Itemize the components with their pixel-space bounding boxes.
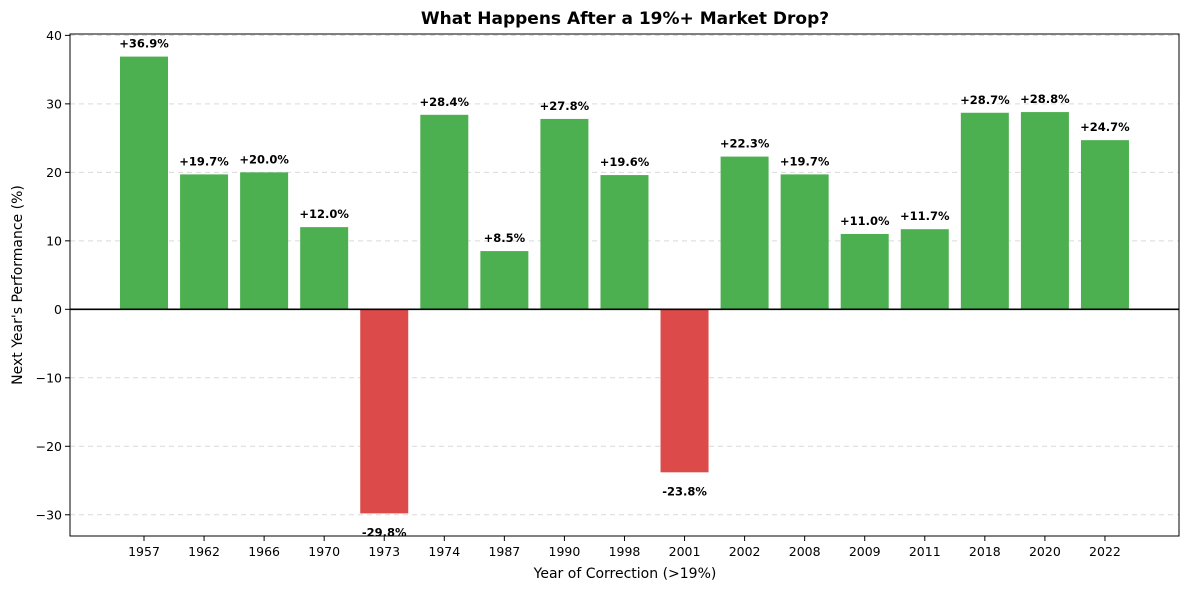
y-tick-label: 20 — [46, 165, 62, 180]
x-tick-label-2002: 2002 — [729, 544, 761, 559]
data-label-1990: +27.8% — [540, 99, 590, 113]
data-label-1962: +19.7% — [179, 154, 229, 168]
data-label-1998: +19.6% — [600, 155, 650, 169]
axes: −30 −20 −10 0 10 20 30 40 1957 1962 1966 1970 1973 19… — [36, 28, 1180, 559]
x-tick-label-1966: 1966 — [248, 544, 280, 559]
x-tick-label-1987: 1987 — [488, 544, 520, 559]
data-label-1974: +28.4% — [420, 95, 470, 109]
x-tick-label-1957: 1957 — [128, 544, 160, 559]
data-label-2011: +11.7% — [900, 209, 950, 223]
bar-1970 — [300, 227, 349, 310]
bar-1962 — [180, 174, 229, 310]
bar-2008 — [780, 174, 829, 310]
data-label-2009: +11.0% — [840, 214, 890, 228]
data-label-1957: +36.9% — [119, 37, 169, 51]
data-labels: +36.9%+19.7% +20.0%+12.0%-29.8%+28.4%+8.5… — [119, 37, 1130, 540]
x-tick-label-1973: 1973 — [368, 544, 400, 559]
y-tick-label: −20 — [36, 439, 62, 454]
bar-1990 — [540, 118, 589, 310]
y-tick-label: −10 — [36, 370, 62, 385]
data-label-2002: +22.3% — [720, 137, 770, 151]
data-label-2020: +28.8% — [1020, 92, 1070, 106]
x-tick-label-1962: 1962 — [188, 544, 220, 559]
y-tick-label: 30 — [46, 96, 62, 111]
bar-2001 — [660, 309, 709, 473]
y-axis-label: Next Year's Performance (%) — [10, 185, 26, 385]
data-label-2018: +28.7% — [960, 93, 1010, 107]
bar-1966 — [240, 172, 289, 310]
y-tick-label: 40 — [46, 28, 62, 43]
bar-1957 — [120, 56, 168, 310]
chart-title: What Happens After a 19%+ Market Drop? — [421, 9, 829, 29]
bar-2020 — [1020, 112, 1069, 310]
data-label-2001: -23.8% — [662, 484, 707, 498]
y-tick-label: −30 — [36, 507, 62, 522]
y-tick-label: 10 — [46, 233, 62, 248]
plot-frame — [69, 33, 1180, 537]
x-tick-label-1990: 1990 — [549, 544, 581, 559]
data-label-2022: +24.7% — [1080, 120, 1130, 134]
y-tick-label: 0 — [54, 302, 62, 317]
bar-1974 — [420, 114, 469, 310]
bar-2018 — [960, 112, 1009, 310]
data-label-1987: +8.5% — [484, 231, 526, 245]
data-label-1970: +12.0% — [299, 207, 349, 221]
x-tick-label-2018: 2018 — [969, 544, 1001, 559]
x-tick-label-2009: 2009 — [849, 544, 881, 559]
bar-1973 — [360, 309, 409, 514]
x-tick-label-1974: 1974 — [428, 544, 460, 559]
bar-2002 — [720, 156, 769, 310]
data-label-1966: +20.0% — [239, 152, 289, 166]
x-tick-label-1970: 1970 — [308, 544, 340, 559]
bar-1998 — [600, 175, 649, 310]
bar-2009 — [840, 233, 889, 310]
bars — [120, 56, 1129, 514]
x-tick-label-2022: 2022 — [1089, 544, 1121, 559]
bar-1987 — [480, 251, 529, 310]
x-tick-label-2020: 2020 — [1029, 544, 1061, 559]
bar-2011 — [900, 229, 949, 310]
x-tick-label-2001: 2001 — [669, 544, 701, 559]
x-tick-label-1998: 1998 — [609, 544, 641, 559]
data-label-2008: +19.7% — [780, 154, 830, 168]
x-tick-label-2008: 2008 — [789, 544, 821, 559]
x-axis-label: Year of Correction (>19%) — [533, 566, 717, 582]
bar-2022 — [1080, 140, 1129, 310]
x-tick-label-2011: 2011 — [909, 544, 941, 559]
